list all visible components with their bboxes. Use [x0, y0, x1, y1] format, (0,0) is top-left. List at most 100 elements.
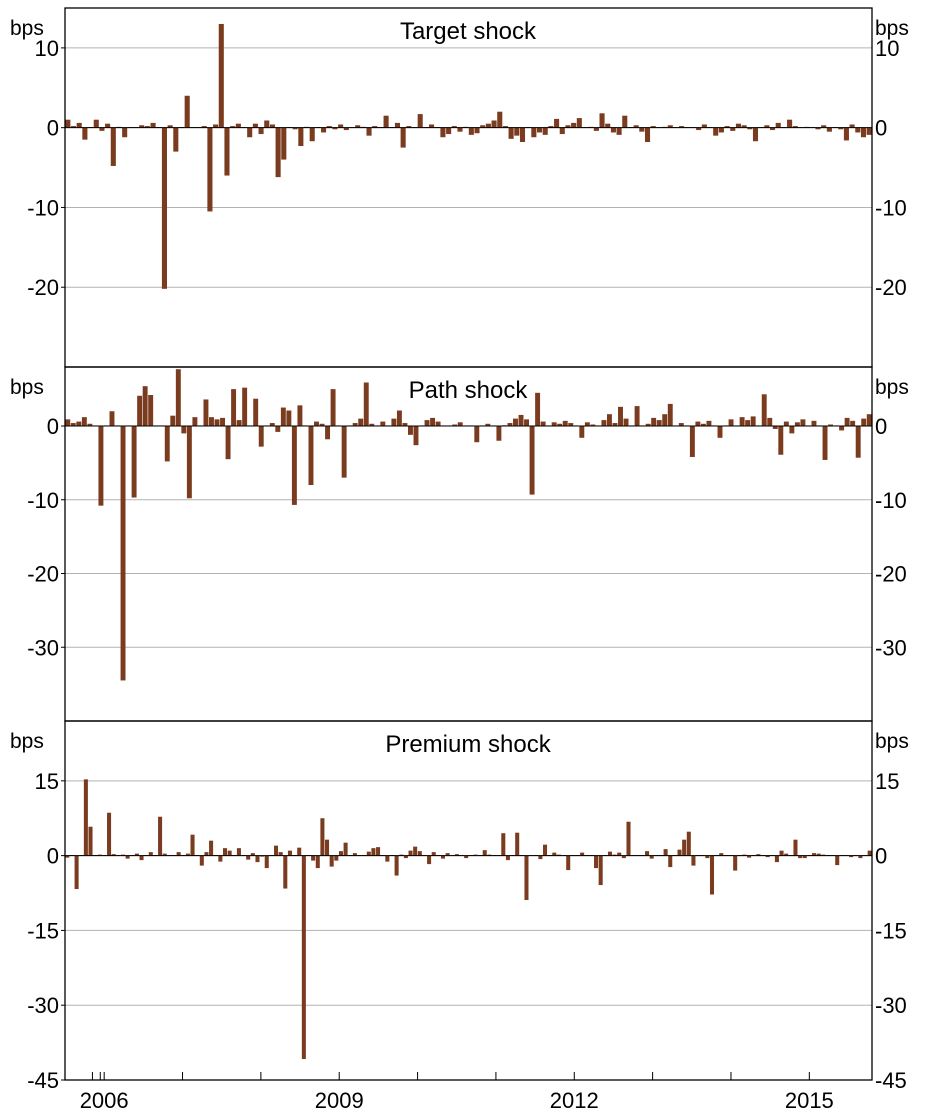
target-shock-bar — [610, 127, 616, 133]
target-shock-ytick-left: 0 — [47, 116, 59, 141]
target-shock-bar — [730, 127, 736, 131]
premium-shock-bar — [158, 816, 163, 856]
target-shock-bar — [821, 125, 827, 128]
premium-shock-bar — [417, 851, 422, 856]
path-shock-bar — [789, 426, 795, 434]
target-shock-bar — [644, 127, 651, 143]
target-shock-bar — [366, 127, 372, 136]
path-shock-bar — [750, 416, 756, 426]
target-shock-bar — [792, 126, 798, 128]
target-shock-bar — [105, 123, 111, 128]
target-shock-ytick-right: 0 — [875, 116, 887, 141]
path-shock-bar — [430, 417, 436, 426]
target-shock-title: Target shock — [400, 18, 537, 45]
premium-shock-bar — [250, 853, 255, 856]
premium-shock-bar — [802, 855, 807, 859]
path-shock-bar — [203, 399, 209, 426]
premium-shock-ytick-left: -45 — [27, 1068, 59, 1093]
path-shock-bar — [529, 426, 535, 495]
target-shock-bar — [457, 127, 463, 132]
path-shock-bar — [291, 426, 297, 505]
target-shock-bar — [468, 127, 474, 135]
target-shock-bar — [542, 127, 548, 135]
target-shock-bar — [355, 125, 361, 128]
premium-shock-bar — [297, 847, 302, 856]
premium-shock-bar — [816, 853, 821, 856]
target-shock-bar — [429, 124, 435, 128]
target-shock-bar — [599, 113, 605, 128]
path-shock-bar — [413, 426, 419, 446]
premium-shock-bar — [566, 855, 571, 871]
path-shock-bar — [435, 421, 441, 426]
premium-shock-bar — [765, 855, 770, 858]
path-shock-bar — [618, 406, 623, 426]
path-shock-ytick-left: -20 — [27, 562, 59, 587]
path-shock-bar — [380, 421, 386, 426]
target-shock-bar — [616, 127, 622, 135]
premium-shock-ytick-right: 15 — [875, 769, 899, 794]
target-shock-bar — [264, 120, 270, 128]
target-shock-bar — [713, 127, 719, 136]
premium-shock-bar — [709, 855, 715, 895]
target-shock-bar — [338, 124, 344, 128]
premium-shock-bar — [682, 839, 687, 856]
path-shock-bar — [142, 386, 148, 426]
path-shock-bar — [601, 420, 607, 426]
premium-shock-bar — [88, 826, 93, 856]
x-tick-label: 2015 — [785, 1088, 834, 1113]
path-shock-bar — [524, 419, 529, 426]
path-shock-unit-left: bps — [10, 376, 44, 399]
path-shock-bar — [855, 426, 861, 458]
path-shock-bar — [452, 424, 458, 426]
target-shock-bar — [139, 125, 145, 128]
target-shock-bar — [826, 127, 832, 132]
premium-shock-bar — [454, 854, 459, 856]
target-shock-bar — [298, 127, 304, 147]
target-shock-bar — [838, 127, 844, 130]
premium-shock-ytick-left: -30 — [27, 993, 59, 1018]
premium-shock-ytick-left: 0 — [47, 844, 59, 869]
premium-shock-bar — [691, 855, 696, 866]
target-shock-bar — [161, 127, 167, 289]
path-shock-bar — [590, 424, 596, 426]
premium-shock-bar — [705, 855, 710, 859]
target-shock-unit-left: bps — [10, 17, 44, 40]
path-shock-bar — [850, 420, 856, 426]
path-shock-bar — [242, 387, 248, 426]
premium-shock-bar — [162, 853, 167, 856]
premium-shock-bar — [580, 852, 585, 856]
target-shock-bar — [855, 127, 861, 133]
path-shock-bar — [341, 426, 347, 478]
premium-shock-bar — [209, 840, 214, 856]
path-shock-bar — [457, 422, 463, 426]
path-shock-bar — [402, 423, 408, 426]
premium-shock-bar — [445, 853, 450, 856]
target-shock-bar — [122, 127, 128, 138]
path-shock-bar — [568, 423, 574, 426]
path-shock-bar — [253, 398, 259, 426]
path-shock-bar — [540, 421, 546, 426]
target-shock-bar — [65, 119, 71, 128]
premium-shock-ytick-right: -45 — [875, 1068, 907, 1093]
target-shock-bar — [82, 127, 88, 140]
premium-shock-ytick-right: 0 — [875, 844, 887, 869]
path-shock-bar — [695, 421, 701, 426]
premium-shock-bar — [858, 855, 863, 859]
premium-shock-bar — [524, 855, 529, 901]
path-shock-bar — [308, 426, 314, 485]
target-shock-bar — [167, 125, 173, 128]
premium-shock-bar — [756, 854, 761, 856]
target-shock-ytick-left: -20 — [27, 275, 59, 300]
path-shock-unit-right: bps — [875, 376, 909, 399]
path-shock-bar — [258, 426, 264, 447]
target-shock-bar — [383, 115, 389, 128]
premium-shock-bar — [366, 851, 371, 856]
path-shock-bar — [822, 426, 828, 460]
path-shock-bar — [535, 392, 541, 426]
target-shock-bar — [451, 126, 457, 128]
premium-shock-bar — [139, 855, 144, 861]
path-shock-bar — [369, 423, 375, 426]
path-shock-bar — [623, 418, 629, 427]
target-shock-bar — [650, 126, 656, 128]
premium-shock-bar — [621, 855, 626, 859]
